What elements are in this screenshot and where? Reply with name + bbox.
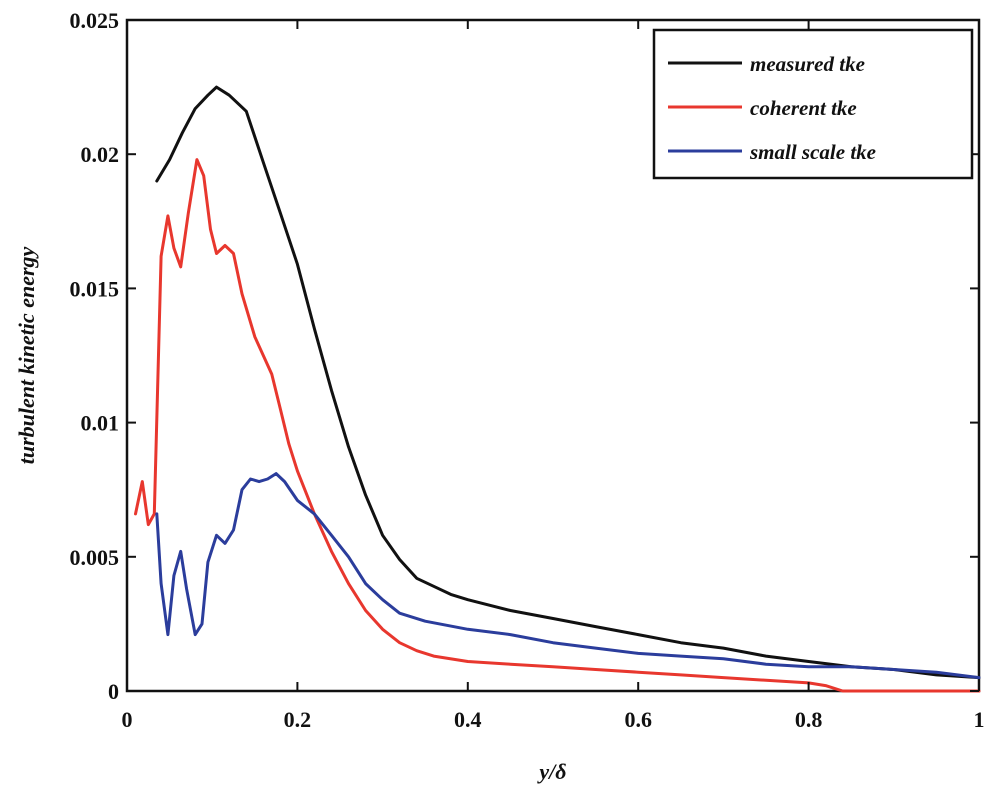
x-tick-label: 0.4 [454, 707, 482, 732]
y-tick-label: 0.01 [81, 411, 120, 436]
x-tick-label: 0.8 [795, 707, 823, 732]
legend-label-0: measured tke [750, 52, 865, 76]
y-tick-label: 0.005 [70, 545, 120, 570]
legend-box [652, 28, 974, 180]
x-tick-label: 0.2 [284, 707, 312, 732]
series-line-0 [155, 85, 981, 680]
series-line-1 [134, 158, 981, 693]
legend-label-2: small scale tke [749, 140, 876, 164]
y-tick-label: 0.025 [70, 8, 120, 33]
y-axis-title: turbulent kinetic energy [14, 246, 39, 464]
x-axis-title: y/δ [536, 759, 566, 784]
y-tick-label: 0.015 [70, 276, 120, 301]
axes-frame [125, 18, 981, 693]
y-tick-label: 0 [108, 679, 119, 704]
plot-area [125, 18, 981, 693]
x-tick-label: 0 [122, 707, 133, 732]
x-tick-label: 0.6 [624, 707, 652, 732]
ticks-layer: 0 0.2 0.4 0.6 0.8 1 0 0.005 0.01 0.015 0.02 0.025 [70, 8, 984, 732]
series-line-2 [155, 472, 981, 680]
series-layer [134, 85, 981, 693]
legend: measured tke coherent tke small scale tke [652, 28, 974, 180]
x-tick-label: 1 [974, 707, 984, 732]
legend-label-1: coherent tke [750, 96, 857, 120]
y-tick-label: 0.02 [81, 142, 120, 167]
